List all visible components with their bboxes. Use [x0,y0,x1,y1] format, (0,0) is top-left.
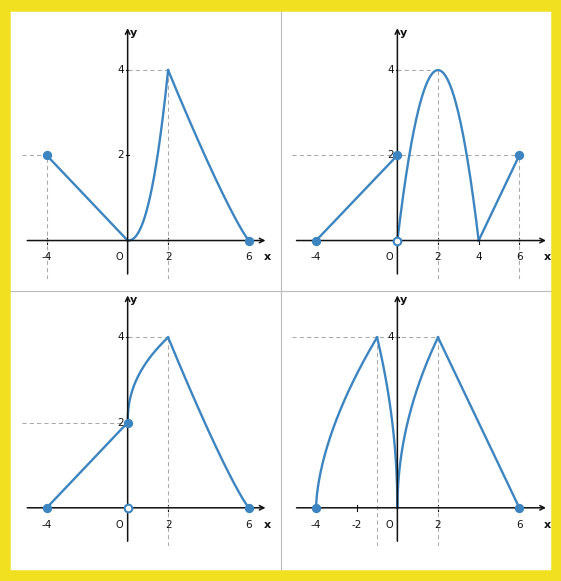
Text: 6: 6 [246,253,252,263]
Text: O: O [116,253,123,263]
Text: 6: 6 [516,253,523,263]
Text: y: y [400,27,407,38]
Text: 2: 2 [165,253,172,263]
Text: y: y [130,27,137,38]
Text: y: y [400,295,407,305]
Text: Figura A: Figura A [113,310,179,324]
Text: -4: -4 [42,253,52,263]
Text: O: O [385,253,393,263]
Text: -4: -4 [42,520,52,530]
Text: Figura D: Figura D [388,577,454,581]
Text: Figura C: Figura C [113,577,178,581]
Text: 4: 4 [387,332,394,342]
Text: 4: 4 [475,253,482,263]
Text: x: x [264,520,271,530]
Text: 2: 2 [435,520,442,530]
Text: O: O [385,520,393,530]
Text: y: y [130,295,137,305]
Text: 2: 2 [387,150,394,160]
Text: 6: 6 [516,520,523,530]
Text: O: O [116,520,123,530]
Text: x: x [264,253,271,263]
Text: Figura B: Figura B [388,310,454,324]
Text: x: x [544,520,551,530]
Text: -2: -2 [352,520,362,530]
Text: 2: 2 [435,253,442,263]
Text: 4: 4 [117,65,124,75]
Text: 4: 4 [387,65,394,75]
Text: 2: 2 [117,150,124,160]
Text: -4: -4 [311,520,321,530]
Text: 2: 2 [117,418,124,428]
Text: 4: 4 [117,332,124,342]
Text: 6: 6 [246,520,252,530]
Text: 2: 2 [165,520,172,530]
Text: -4: -4 [311,253,321,263]
Text: x: x [544,253,551,263]
